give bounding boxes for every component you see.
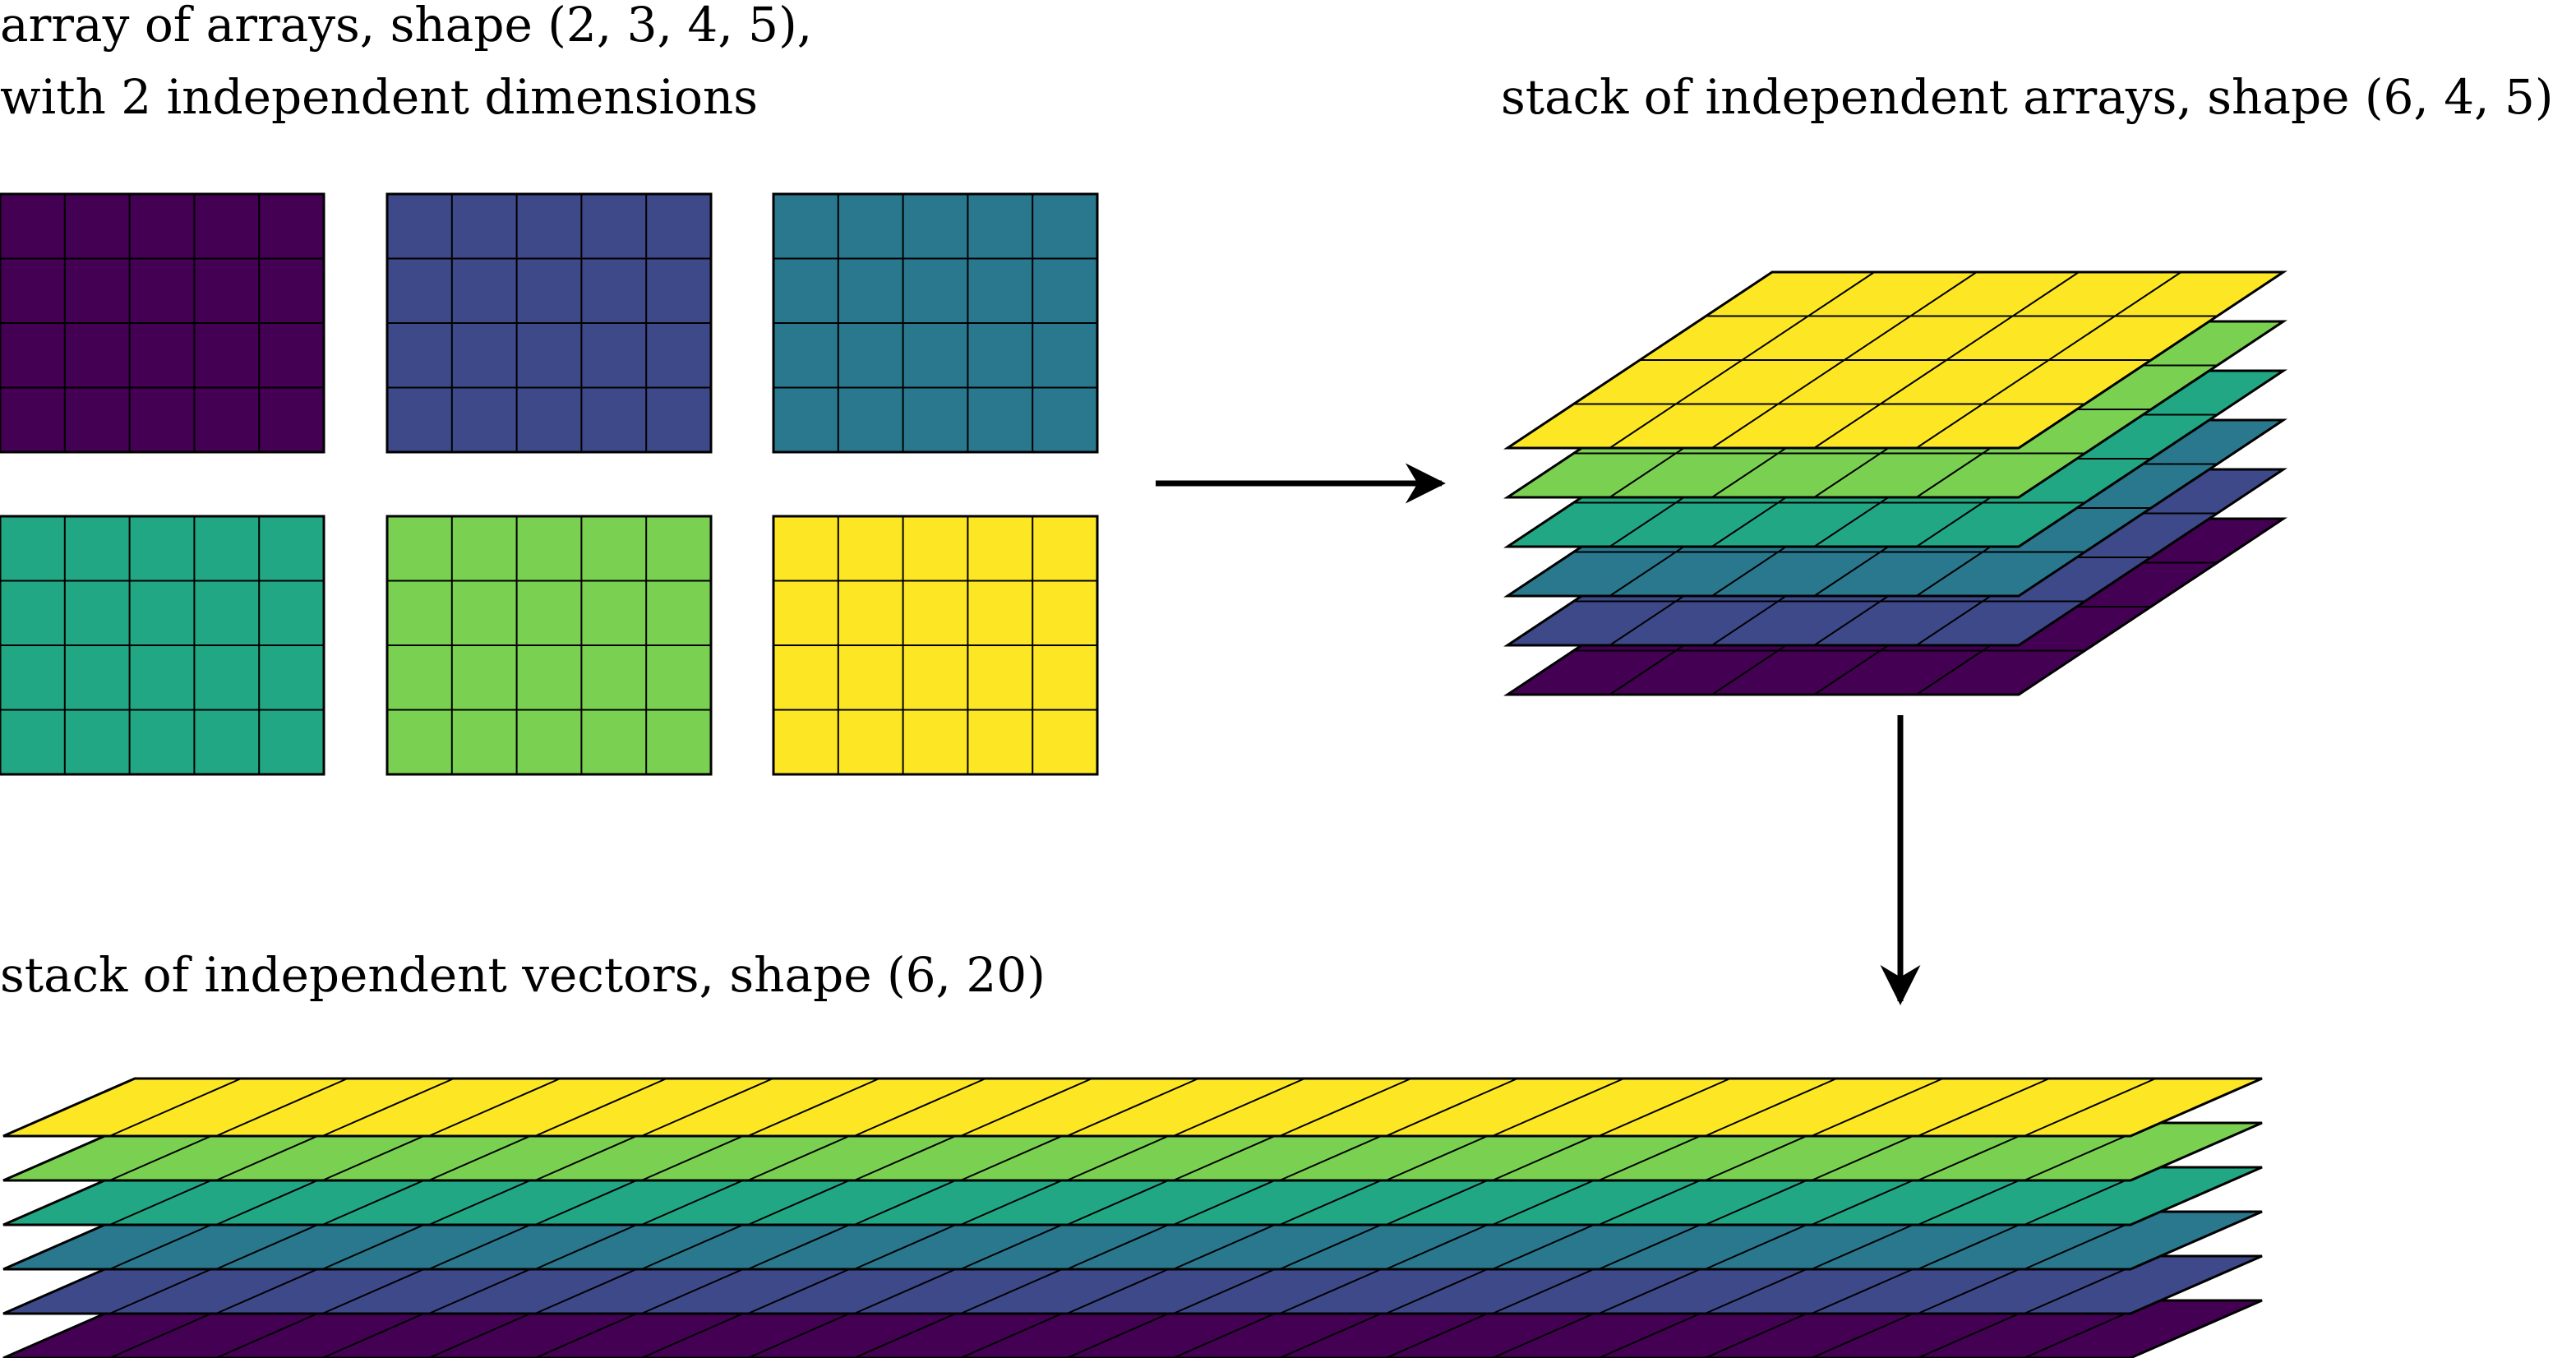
array-block-grid [773,194,1097,452]
vector-stack-layer-grid [108,1300,2157,1358]
vector-stack-layer-grid [108,1211,2157,1270]
array-stack-layer-5 [1503,270,2287,450]
stack-arrays-label: stack of independent arrays, shape (6, 4… [1501,69,2554,125]
array-block-0-2 [772,192,1099,454]
stack-of-vectors [2,1077,2263,1358]
array-block-1-1 [385,515,713,776]
input-label-line1: array of arrays, shape (2, 3, 4, 5), [0,0,812,53]
array-block-grid [387,194,711,452]
input-array-grid [0,192,1099,776]
input-label-line2: with 2 independent dimensions [0,69,758,125]
array-block-0-1 [385,192,713,454]
vector-stack-layer-grid [108,1122,2157,1181]
array-block-0-0 [0,192,325,454]
array-block-1-0 [0,515,325,776]
array-stack-layer-grid [1573,271,2218,449]
array-block-1-2 [772,515,1099,776]
stack-vectors-label: stack of independent vectors, shape (6, … [0,947,1046,1003]
array-block-grid [0,194,324,452]
stack-of-arrays [1503,270,2287,696]
array-block-grid [387,516,711,774]
vector-stack-layer-grid [108,1255,2157,1314]
array-block-grid [773,516,1097,774]
vector-stack-layer-grid [108,1078,2157,1137]
array-block-grid [0,516,324,774]
vector-stack-layer-5 [2,1077,2263,1138]
vector-stack-layer-grid [108,1166,2157,1226]
